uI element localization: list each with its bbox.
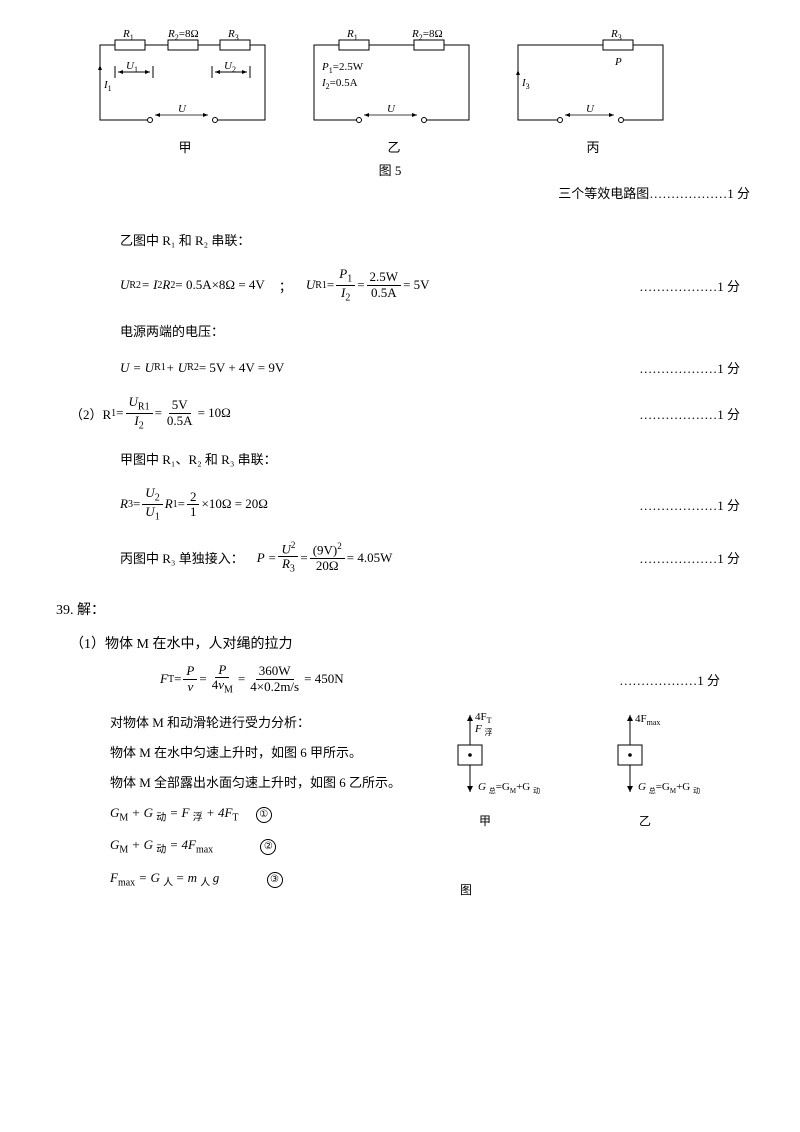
q39-heading: 39. 解：: [56, 599, 760, 619]
analysis-block: 对物体 M 和动滑轮进行受力分析： 物体 M 在水中匀速上升时，如图 6 甲所示…: [110, 710, 760, 898]
triple-circuit-score: 三个等效电路图………………1 分: [50, 183, 750, 202]
eq-r3: R3 = U2U1 R1 = 21 ×10Ω = 20Ω ………………1 分: [120, 486, 760, 522]
fbd-jia-wrap: 4FT F 浮 G 总=GM+G 动 甲: [430, 710, 540, 829]
svg-text:U1: U1: [126, 60, 138, 74]
fbd-diagrams: 4FT F 浮 G 总=GM+G 动 甲 4Fmax G 总=GM+G 动: [430, 710, 700, 829]
fbd-yi-wrap: 4Fmax G 总=GM+G 动 乙: [590, 710, 700, 829]
source-voltage-text: 电源两端的电压：: [120, 321, 760, 340]
fbd-yi-svg: 4Fmax G 总=GM+G 动: [590, 710, 700, 810]
circuit-bing-svg: R3 P I3 U: [508, 30, 678, 135]
svg-text:U2: U2: [224, 60, 236, 74]
circuit-yi-label: 乙: [304, 137, 484, 156]
eq-total-u: U = UR1 + UR2 = 5V + 4V = 9V ………………1 分: [120, 358, 760, 377]
circuit-yi-svg: R1 R2=8Ω P1=2.5W I2=0.5A U: [304, 30, 484, 135]
yi-series-text: 乙图中 R₁ 和 R₂ 串联：: [120, 230, 760, 249]
svg-text:I3: I3: [521, 77, 530, 91]
analysis-text: 对物体 M 和动滑轮进行受力分析： 物体 M 在水中匀速上升时，如图 6 甲所示…: [110, 710, 410, 898]
q39-part1: （1）物体 M 在水中，人对绳的拉力: [70, 633, 760, 653]
circuit-jia-label: 甲: [90, 137, 280, 156]
svg-text:I1: I1: [103, 79, 112, 93]
circuit-yi: R1 R2=8Ω P1=2.5W I2=0.5A U 乙: [304, 30, 484, 156]
svg-text:P1=2.5W: P1=2.5W: [321, 61, 364, 75]
circuit-jia: R1 R2=8Ω R3 U1 U2 I1: [90, 30, 280, 156]
svg-text:I2=0.5A: I2=0.5A: [321, 77, 358, 91]
svg-text:4Fmax: 4Fmax: [635, 713, 660, 727]
eq-ur2-ur1: UR2 = I2 R2 = 0.5A×8Ω = 4V ； UR1 = P1I2 …: [120, 267, 760, 303]
svg-text:U: U: [586, 103, 595, 115]
fbd-jia-svg: 4FT F 浮 G 总=GM+G 动: [430, 710, 540, 810]
circuit-bing: R3 P I3 U 丙: [508, 30, 678, 156]
jia-series-text: 甲图中 R₁、R₂ 和 R₃ 串联：: [120, 449, 760, 468]
eq-r1: （2）R1 = UR1I2 = 5V0.5A = 10Ω ………………1 分: [70, 395, 760, 431]
svg-text:U: U: [178, 103, 187, 115]
eq-ft: FT = Pv = P4vM = 360W4×0.2m/s = 450N …………: [160, 663, 760, 696]
eq-p-bing: 丙图中 R₃ 单独接入： P = U2R3 = (9V)220Ω = 4.05W…: [120, 541, 760, 575]
figure6-caption: 图: [460, 881, 760, 898]
circuit-jia-svg: R1 R2=8Ω R3 U1 U2 I1: [90, 30, 280, 135]
svg-text:G 总=GM+G 动: G 总=GM+G 动: [478, 781, 540, 795]
svg-text:F 浮: F 浮: [474, 723, 492, 737]
svg-text:U: U: [387, 103, 396, 115]
svg-text:P: P: [614, 56, 622, 68]
circuit-bing-label: 丙: [508, 137, 678, 156]
circuit-diagrams-row: R1 R2=8Ω R3 U1 U2 I1: [90, 30, 760, 156]
svg-text:G 总=GM+G 动: G 总=GM+G 动: [638, 781, 700, 795]
figure5-caption: 图 5: [90, 160, 690, 179]
